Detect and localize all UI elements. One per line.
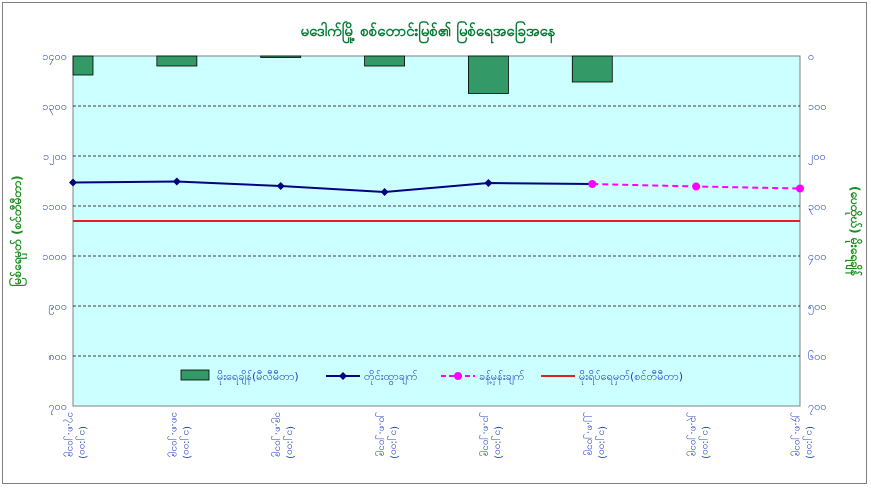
- level-lines: [69, 177, 804, 222]
- legend: မိုးရေချိန်(မီလီမီတာ) တိုင်းထွာချက် ခန့်မှ…: [180, 369, 683, 385]
- right-tick-label: ၇၀၀: [808, 400, 827, 415]
- left-tick-label: ၁၀၀၀: [42, 250, 67, 263]
- x-tick-label: ၂၂.၈.၂၀၁၉: [582, 412, 595, 456]
- x-tick-label: ၁၉.၈.၂၀၁၉: [271, 412, 284, 457]
- rainfall-bars: [72, 55, 613, 94]
- observed-point: [69, 178, 77, 187]
- legend-label: ခန့်မှန်းချက်: [479, 370, 525, 385]
- forecast-point: [796, 184, 804, 193]
- left-axis-title: မြစ်ရေမှတ် (စင်တီမီတာ): [7, 175, 28, 286]
- legend-swatch-rainfall: [180, 369, 210, 381]
- x-tick-label: ၁၈.၈.၂၀၁၉: [167, 412, 180, 457]
- left-tick-label: ၁၁၀၀: [42, 200, 67, 213]
- rainfall-bar: [72, 55, 94, 76]
- river-level-chart: မဒေါက်မြို့ စစ်တောင်းမြစ်၏ မြစ်ရေအခြေအနေ…: [7, 20, 864, 459]
- right-tick-label: ၀: [808, 50, 814, 63]
- x-tick-label: ၁၇.၈.၂၀၁၉: [63, 412, 76, 457]
- rainfall-bar: [260, 55, 302, 58]
- x-tick-label: ၂၃.၈.၂၀၁၉: [686, 412, 699, 456]
- x-tick-label: ၂၁.၈.၂၀၁၉: [478, 412, 491, 456]
- rainfall-bar: [468, 55, 509, 94]
- x-axis-ticks: ၁၇.၈.၂၀၁၉ (၁၂:၀၀) ၁၈.၈.၂၀၁၉ (၁၂:၀၀) ၁၉.၈.၂၀၁…: [63, 412, 815, 459]
- left-tick-label: ၇၀၀: [48, 400, 67, 415]
- legend-label: တိုင်းထွာချက်: [364, 370, 418, 385]
- x-tick-label: (၁၂:၀၀): [594, 426, 607, 459]
- left-tick-label: ၁၂၀၀: [43, 150, 67, 165]
- right-tick-label: ၂၀၀: [808, 150, 826, 165]
- x-tick-label: (၁၂:၀၀): [802, 426, 815, 459]
- left-tick-label: ၈၀၀: [48, 350, 67, 363]
- left-axis-ticks: ၇၀၀ ၈၀၀ ၉၀၀ ၁၀၀၀ ၁၁၀၀ ၁၂၀၀ ၁၃၀၀ ၁၄၀၀: [42, 50, 67, 415]
- left-tick-label: ၉၀၀: [48, 300, 67, 315]
- x-tick-label: (၁၂:၀၀): [698, 426, 711, 459]
- x-tick-label: (၁၂:၀၀): [490, 426, 503, 459]
- plot-area: [72, 55, 801, 407]
- x-tick-label: (၁၂:၀၀): [179, 426, 192, 459]
- chart-title: မဒေါက်မြို့ စစ်တောင်းမြစ်၏ မြစ်ရေအခြေအနေ: [301, 20, 556, 44]
- x-tick-label: ၂၄.၈.၂၀၁၉: [790, 412, 803, 456]
- gridlines: [73, 105, 800, 357]
- left-tick-label: ၁၄၀၀: [42, 50, 67, 65]
- rainfall-bar: [571, 55, 613, 83]
- observed-point: [484, 179, 493, 187]
- observed-point: [380, 188, 389, 196]
- rainfall-bar: [156, 55, 198, 67]
- forecast-point: [588, 180, 597, 188]
- x-tick-label: (၁၂:၀၀): [75, 426, 88, 459]
- x-tick-label: (၁၂:၀၀): [387, 426, 400, 459]
- x-tick-label: ၂၀.၈.၂၀၁၉: [375, 412, 388, 456]
- observed-point: [172, 177, 181, 186]
- legend-label: မိုးရိပ်ရေမှတ်(စင်တီမီတာ): [579, 370, 683, 385]
- legend-marker: [339, 372, 347, 380]
- right-axis-title: (ပေထိုဃ်) မိုးရေချိန်: [844, 186, 864, 277]
- right-tick-label: ၄၀၀: [808, 250, 827, 265]
- right-tick-label: ၁၀၀: [808, 100, 827, 113]
- legend-marker: [454, 372, 462, 380]
- forecast-point: [692, 182, 701, 191]
- observed-line: [72, 180, 593, 194]
- left-tick-label: ၁၃၀၀: [42, 100, 67, 115]
- observed-point: [276, 182, 285, 190]
- legend-label: မိုးရေချိန်(မီလီမီတာ): [217, 370, 299, 385]
- right-tick-label: ၅၀၀: [808, 300, 827, 315]
- right-tick-label: ၆၀၀: [808, 350, 827, 363]
- right-tick-label: ၃၀၀: [808, 200, 827, 215]
- x-tick-label: (၁၂:၀၀): [283, 426, 296, 459]
- rainfall-bar: [364, 55, 405, 67]
